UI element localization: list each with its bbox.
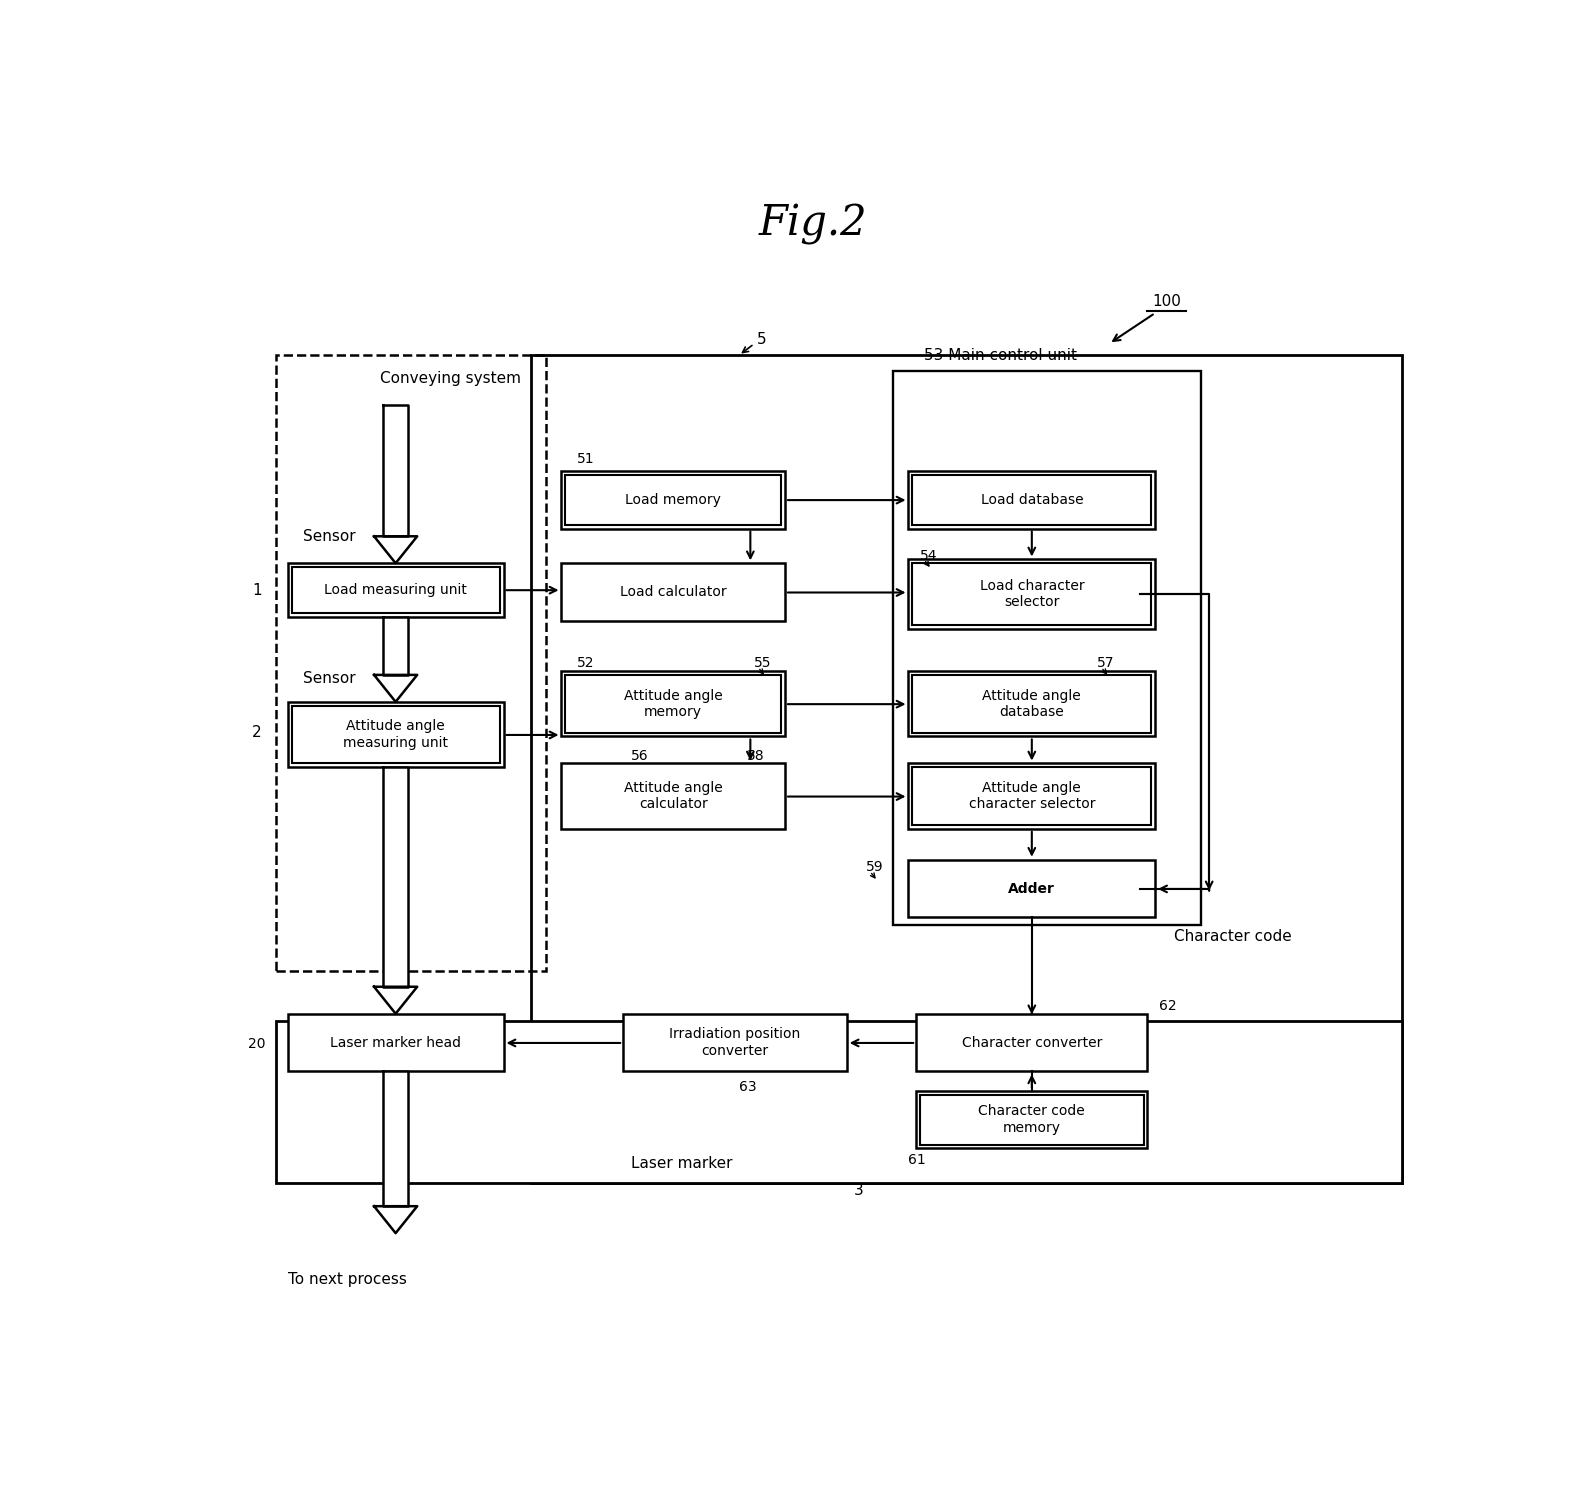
Bar [912,564,1151,626]
Text: 59: 59 [866,860,884,875]
Text: Attitude angle
database: Attitude angle database [982,689,1081,719]
Text: 61: 61 [909,1153,927,1166]
Text: 51: 51 [576,452,594,467]
Bar [288,1014,503,1071]
Text: Laser marker: Laser marker [630,1156,732,1171]
Text: Sensor: Sensor [302,671,355,686]
Text: 55: 55 [755,656,772,671]
Bar [291,567,500,613]
Text: Attitude angle
calculator: Attitude angle calculator [624,781,723,811]
Text: 1: 1 [252,583,261,598]
Bar [562,471,785,529]
Text: 56: 56 [630,749,648,763]
Text: Sensor: Sensor [302,529,355,544]
Text: Laser marker head: Laser marker head [330,1035,462,1050]
Bar [291,706,500,763]
Bar [909,860,1156,917]
Text: Load memory: Load memory [626,493,721,506]
Polygon shape [374,1206,417,1233]
Text: 20: 20 [248,1038,266,1052]
Text: Adder: Adder [1008,881,1055,896]
Text: Attitude angle
character selector: Attitude angle character selector [968,781,1095,811]
Text: Load calculator: Load calculator [619,585,726,600]
Text: 100: 100 [1153,295,1181,308]
Bar [288,701,503,768]
Bar [912,474,1151,524]
Bar [909,671,1156,736]
Bar [915,1014,1148,1071]
Text: Load character
selector: Load character selector [979,579,1084,609]
Bar [909,471,1156,529]
Bar [275,1021,1403,1183]
Polygon shape [374,536,417,564]
Text: Load database: Load database [981,493,1083,506]
Text: 53 Main control unit: 53 Main control unit [923,348,1076,363]
Polygon shape [384,1071,408,1206]
Text: 63: 63 [739,1080,756,1094]
Text: Attitude angle
measuring unit: Attitude angle measuring unit [344,719,447,749]
Text: 58: 58 [747,749,764,763]
Bar [893,370,1202,925]
Text: Character converter: Character converter [962,1035,1102,1050]
Bar [565,474,782,524]
Text: To next process: To next process [288,1272,406,1287]
Polygon shape [384,768,408,987]
Text: Character code: Character code [1175,929,1293,944]
Bar [920,1094,1143,1145]
Bar [530,355,1403,1183]
Bar [562,564,785,621]
Text: Attitude angle
memory: Attitude angle memory [624,689,723,719]
Polygon shape [384,405,408,536]
Bar [622,1014,847,1071]
Bar [912,675,1151,733]
Text: Irradiation position
converter: Irradiation position converter [669,1027,801,1058]
Bar [909,559,1156,629]
Polygon shape [374,675,417,701]
Text: 54: 54 [920,548,938,562]
Polygon shape [374,987,417,1014]
Text: 62: 62 [1159,999,1176,1012]
Bar [562,671,785,736]
Polygon shape [384,616,408,675]
Text: 52: 52 [576,656,594,671]
Text: Conveying system: Conveying system [380,370,521,385]
Text: 3: 3 [853,1183,863,1198]
Text: 5: 5 [758,332,767,348]
Text: 2: 2 [252,725,261,740]
Bar [565,675,782,733]
Text: Load measuring unit: Load measuring unit [325,583,466,597]
Bar [909,763,1156,830]
Text: Fig.2: Fig.2 [758,204,868,245]
Text: Character code
memory: Character code memory [979,1105,1086,1135]
Bar [275,355,546,972]
Text: 57: 57 [1097,656,1114,671]
Bar [288,564,503,616]
Bar [562,763,785,830]
Bar [912,768,1151,825]
Bar [915,1091,1148,1148]
